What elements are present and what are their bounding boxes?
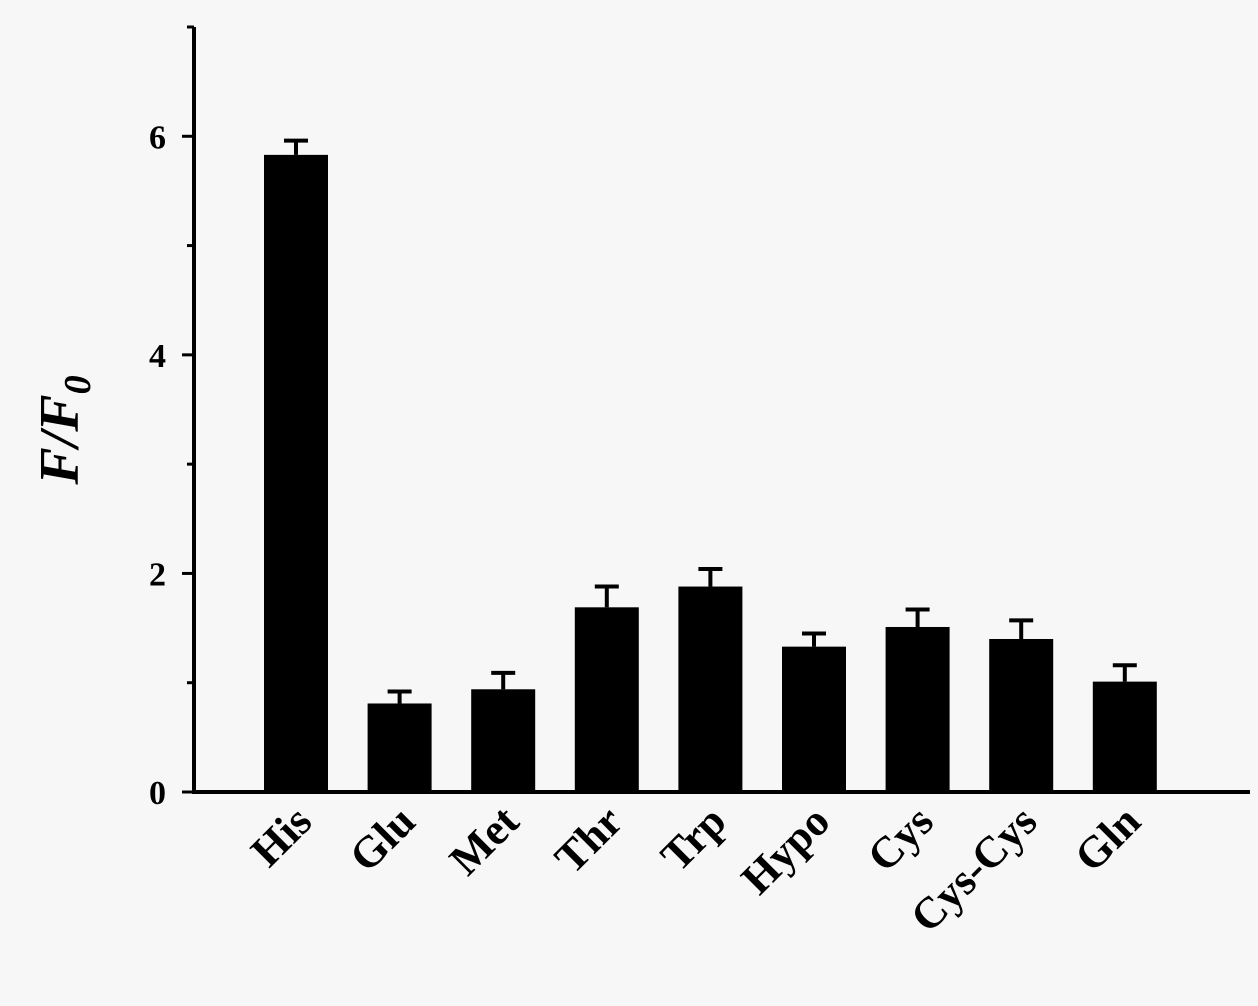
x-category-label: Trp — [651, 796, 735, 880]
axes-layer — [192, 27, 1250, 794]
bar-cys — [885, 626, 950, 792]
y-axis-title-main: F/F — [29, 394, 91, 485]
y-tick-label: 2 — [149, 556, 166, 593]
y-tick-label: 4 — [149, 338, 166, 375]
x-category-label: Hypo — [732, 796, 839, 903]
x-category-label: His — [241, 796, 321, 876]
bar-gln — [1092, 681, 1157, 792]
y-axis-title-subscript: 0 — [57, 375, 99, 394]
x-category-label: Glu — [340, 796, 425, 881]
x-category-label: Thr — [545, 796, 632, 883]
bar-met — [471, 689, 536, 792]
bar-his — [264, 154, 328, 793]
x-category-label: Cys — [858, 796, 943, 881]
bars-layer — [264, 138, 1157, 793]
y-ticks: 0 2 4 6 — [149, 25, 194, 812]
bar-trp — [678, 586, 743, 792]
y-tick-label: 0 — [149, 775, 166, 812]
bar-cys-cys — [989, 639, 1054, 792]
bar-thr — [574, 607, 639, 792]
y-axis-title: F/F0 — [29, 375, 99, 485]
bar-glu — [367, 703, 432, 792]
x-category-label: Gln — [1065, 796, 1150, 881]
y-tick-label: 6 — [149, 119, 166, 156]
bar-hypo — [782, 646, 846, 792]
x-category-label: Met — [440, 796, 528, 884]
